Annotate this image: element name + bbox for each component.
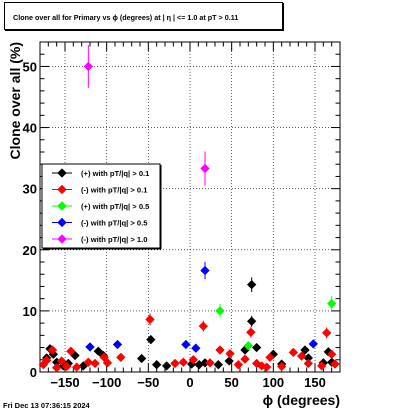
legend-marker bbox=[57, 168, 67, 178]
data-point bbox=[85, 342, 95, 352]
data-point bbox=[246, 279, 257, 290]
data-point bbox=[246, 316, 257, 327]
data-point bbox=[200, 163, 210, 174]
legend-label: (-) with pT/|q| > 0.5 bbox=[81, 219, 148, 228]
data-point bbox=[300, 345, 310, 355]
y-tick-label: 30 bbox=[23, 182, 37, 197]
data-point bbox=[205, 358, 215, 368]
y-tick-label: 20 bbox=[23, 243, 37, 258]
legend-marker bbox=[57, 234, 67, 244]
data-point bbox=[47, 345, 58, 355]
data-point bbox=[90, 358, 100, 369]
data-point bbox=[326, 298, 337, 309]
data-point bbox=[243, 340, 254, 351]
y-tick-label: 50 bbox=[23, 59, 37, 74]
data-point bbox=[61, 361, 72, 372]
data-point bbox=[170, 358, 180, 369]
data-point bbox=[296, 351, 307, 361]
data-point bbox=[181, 339, 191, 350]
data-point bbox=[240, 354, 250, 364]
data-point bbox=[83, 357, 94, 367]
x-axis-label: ϕ (degrees) bbox=[263, 392, 340, 408]
x-tick-label: 100 bbox=[262, 375, 284, 390]
data-point bbox=[246, 327, 256, 338]
data-point bbox=[215, 306, 225, 316]
data-point bbox=[112, 339, 123, 350]
data-point bbox=[146, 334, 156, 345]
legend-label: (+) with pT/|q| > 0.5 bbox=[81, 202, 150, 211]
data-point bbox=[71, 362, 82, 372]
data-point bbox=[224, 356, 234, 366]
chart-title: Clone over all for Primary vs ϕ (degrees… bbox=[13, 13, 239, 22]
data-point bbox=[233, 359, 244, 370]
data-point bbox=[48, 349, 59, 360]
legend-marker bbox=[57, 201, 67, 211]
data-point bbox=[188, 355, 199, 365]
x-tick-label: −50 bbox=[137, 375, 159, 390]
data-point bbox=[265, 352, 275, 363]
data-point bbox=[102, 358, 113, 368]
x-tick-label: −150 bbox=[50, 375, 79, 390]
data-point bbox=[178, 357, 189, 367]
data-point bbox=[276, 361, 287, 372]
x-tick-label: 50 bbox=[224, 375, 238, 390]
data-point bbox=[251, 342, 262, 353]
legend-marker bbox=[57, 217, 67, 228]
y-tick-label: 0 bbox=[30, 365, 37, 380]
data-point bbox=[308, 339, 319, 349]
data-point bbox=[198, 321, 209, 331]
timestamp: Fri Dec 13 07:36:15 2024 bbox=[3, 401, 90, 410]
data-point bbox=[261, 362, 272, 372]
data-point bbox=[56, 356, 67, 366]
data-points bbox=[38, 45, 340, 373]
data-point bbox=[41, 355, 52, 366]
axes: −150 −100 −50 0 50 100 150 0 10 20 30 40 50 bbox=[23, 41, 341, 390]
data-point bbox=[321, 328, 332, 338]
legend-label: (+) with pT/|q| > 0.1 bbox=[81, 169, 150, 178]
x-tick-label: 150 bbox=[304, 375, 326, 390]
data-point bbox=[66, 346, 76, 356]
data-point bbox=[225, 348, 235, 359]
data-point bbox=[161, 361, 172, 371]
data-point bbox=[136, 353, 147, 364]
data-point bbox=[116, 352, 126, 363]
data-point bbox=[151, 359, 162, 370]
legend: (+) with pT/|q| > 0.1 (-) with pT/|q| > 0… bbox=[41, 163, 162, 250]
data-point bbox=[326, 349, 337, 360]
legend-marker bbox=[57, 184, 67, 195]
y-tick-label: 40 bbox=[23, 121, 37, 136]
data-point bbox=[191, 343, 201, 353]
data-point bbox=[145, 314, 155, 325]
data-point bbox=[330, 359, 340, 369]
chart-title-box: Clone over all for Primary vs ϕ (degrees… bbox=[4, 2, 283, 30]
data-point bbox=[93, 346, 104, 356]
data-point bbox=[303, 358, 314, 369]
data-point bbox=[83, 61, 94, 72]
data-point bbox=[200, 265, 210, 276]
data-point bbox=[213, 359, 224, 370]
data-point bbox=[215, 345, 225, 355]
data-point bbox=[316, 361, 327, 371]
x-tick-label: 0 bbox=[186, 375, 193, 390]
legend-label: (-) with pT/|q| > 0.1 bbox=[81, 186, 148, 195]
data-point bbox=[51, 362, 62, 373]
x-tick-label: −100 bbox=[92, 375, 121, 390]
y-axis-label: Clone over all (%) bbox=[7, 42, 23, 159]
y-tick-label: 10 bbox=[23, 304, 37, 319]
legend-label: (-) with pT/|q| > 1.0 bbox=[81, 235, 147, 244]
data-point bbox=[288, 347, 299, 358]
